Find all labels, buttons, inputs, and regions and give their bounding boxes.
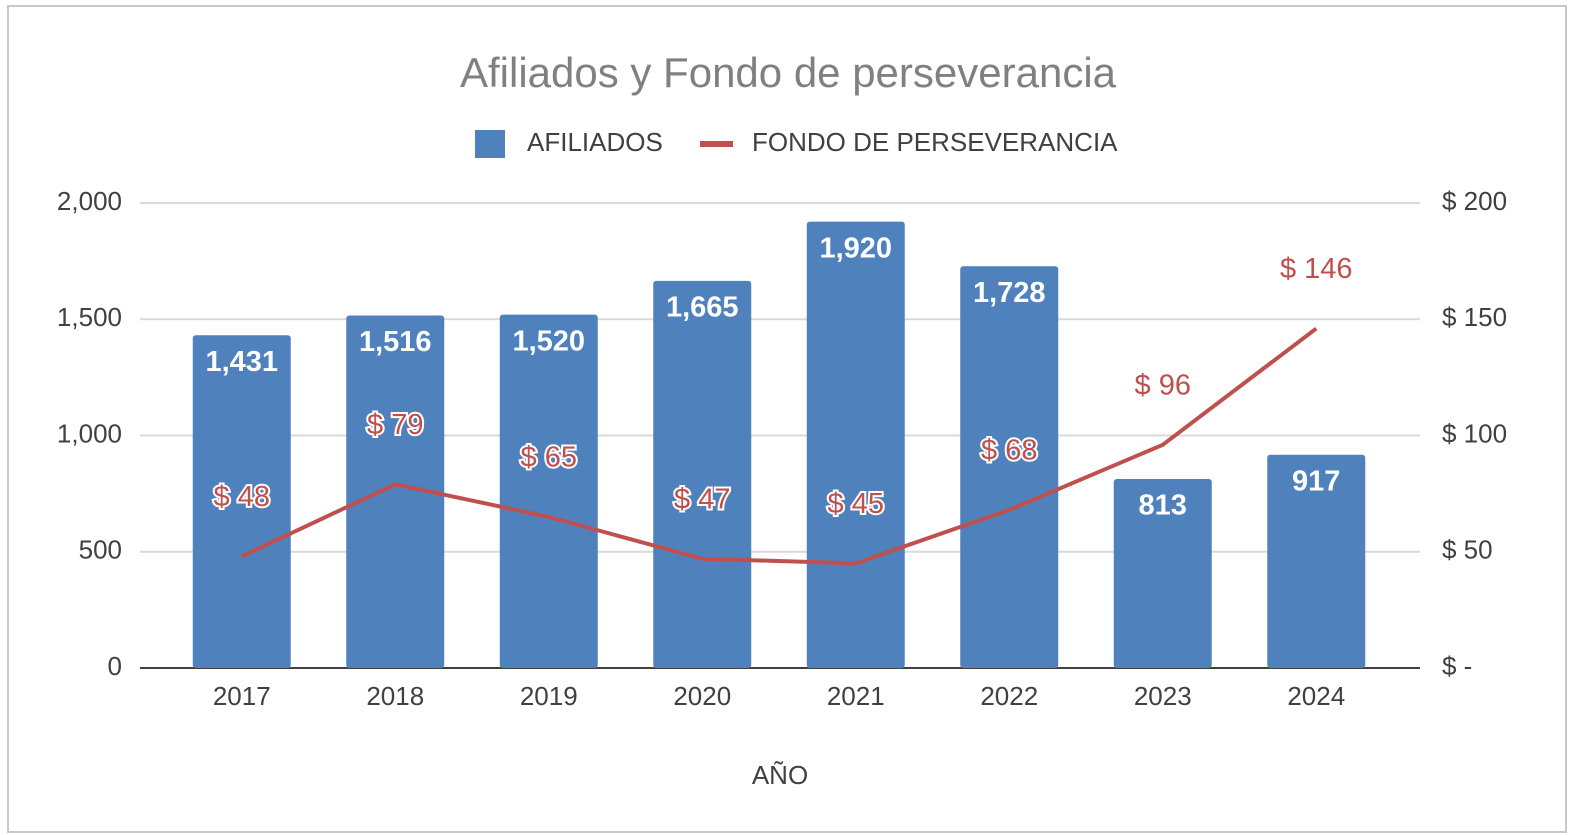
y2-tick-label: $ -: [1442, 651, 1472, 681]
y-tick-label: 0: [108, 651, 122, 681]
chart-title: Afiliados y Fondo de perseverancia: [460, 49, 1117, 96]
bar-value-label: 1,665: [666, 292, 739, 324]
line-value-label: $ 79: [367, 409, 423, 441]
x-tick-label: 2018: [366, 681, 424, 711]
y-tick-label: 2,000: [57, 186, 122, 216]
line-value-label: $ 96: [1135, 369, 1191, 401]
y-tick-label: 500: [79, 535, 122, 565]
x-tick-label: 2022: [980, 681, 1038, 711]
bar: [346, 315, 445, 668]
bar-value-label: 1,520: [512, 325, 585, 357]
x-tick-label: 2017: [213, 681, 271, 711]
bar-value-label: 1,920: [819, 232, 892, 264]
legend-label: AFILIADOS: [527, 127, 663, 157]
y2-tick-label: $ 100: [1442, 418, 1507, 448]
line-value-label: $ 47: [674, 483, 730, 515]
y2-tick-label: $ 200: [1442, 186, 1507, 216]
bar-value-label: 1,516: [359, 326, 432, 358]
bar: [499, 314, 598, 668]
bar: [653, 280, 752, 668]
bar: [806, 221, 905, 668]
line-value-label: $ 48: [214, 481, 270, 513]
bar-value-label: 917: [1292, 465, 1340, 497]
line-value-label: $ 68: [981, 435, 1037, 467]
x-tick-label: 2020: [673, 681, 731, 711]
x-tick-label: 2023: [1134, 681, 1192, 711]
line-value-label: $ 65: [521, 442, 577, 474]
legend-label: FONDO DE PERSEVERANCIA: [752, 127, 1118, 157]
bar: [192, 335, 291, 668]
bar-value-label: 1,728: [973, 277, 1046, 309]
bar-value-label: 1,431: [205, 346, 278, 378]
y2-tick-label: $ 150: [1442, 302, 1507, 332]
bar: [1267, 454, 1366, 668]
x-axis-label: AÑO: [752, 760, 808, 790]
y-tick-label: 1,500: [57, 302, 122, 332]
line-value-label: $ 45: [828, 488, 884, 520]
bar: [960, 266, 1059, 668]
line: [240, 326, 1318, 566]
legend-marker: [475, 130, 505, 158]
y-tick-label: 1,000: [57, 418, 122, 448]
x-tick-label: 2021: [827, 681, 885, 711]
bar-value-label: 813: [1139, 490, 1187, 522]
y2-tick-label: $ 50: [1442, 535, 1493, 565]
line-value-label: $ 146: [1280, 253, 1353, 285]
bar: [1113, 478, 1212, 668]
x-tick-label: 2024: [1287, 681, 1345, 711]
x-tick-label: 2019: [520, 681, 578, 711]
